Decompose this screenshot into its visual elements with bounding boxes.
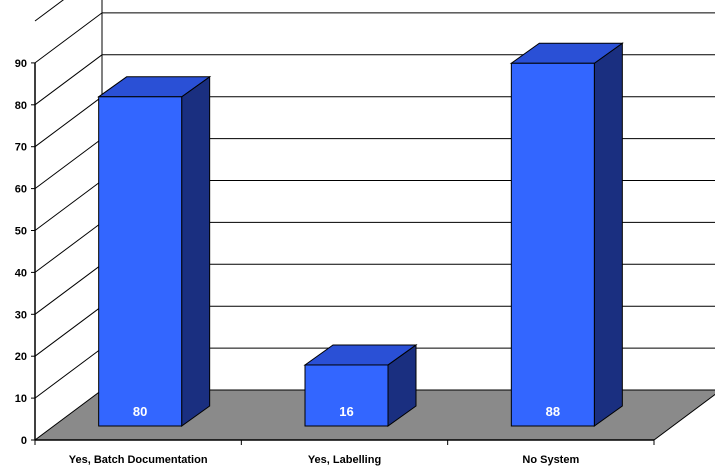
grid-line-side xyxy=(34,180,103,231)
data-label: 80 xyxy=(133,404,147,419)
bar xyxy=(510,62,595,427)
x-tick-label: No System xyxy=(522,454,579,466)
grid-line-side xyxy=(34,12,103,64)
grid-line-side xyxy=(34,54,103,106)
data-label: 88 xyxy=(546,404,560,419)
bar-side xyxy=(593,42,623,427)
y-tick-label: 60 xyxy=(15,184,27,196)
grid-line-side xyxy=(34,221,103,273)
y-tick-label: 80 xyxy=(15,100,27,112)
y-tick-label: 50 xyxy=(15,226,27,238)
y-tick-label: 0 xyxy=(21,435,27,447)
grid-line-side xyxy=(34,0,64,22)
bar xyxy=(98,96,183,427)
y-tick-label: 40 xyxy=(15,267,27,279)
y-tick-label: 70 xyxy=(15,142,27,154)
data-label: 16 xyxy=(339,404,353,419)
grid-line-side xyxy=(34,347,103,399)
x-tick-label: Yes, Batch Documentation xyxy=(69,454,208,466)
x-tick-label: Yes, Labelling xyxy=(308,454,381,466)
y-tick-label: 20 xyxy=(15,351,27,363)
grid-line-side xyxy=(34,263,103,315)
y-tick-label: 30 xyxy=(15,309,27,321)
grid-line-side xyxy=(34,96,103,148)
grid-line-side xyxy=(34,305,103,357)
grid-line-side xyxy=(34,138,103,190)
y-tick-label: 10 xyxy=(15,393,27,405)
y-tick-label: 90 xyxy=(15,58,27,70)
bar-side xyxy=(181,75,211,427)
bar xyxy=(304,364,389,427)
